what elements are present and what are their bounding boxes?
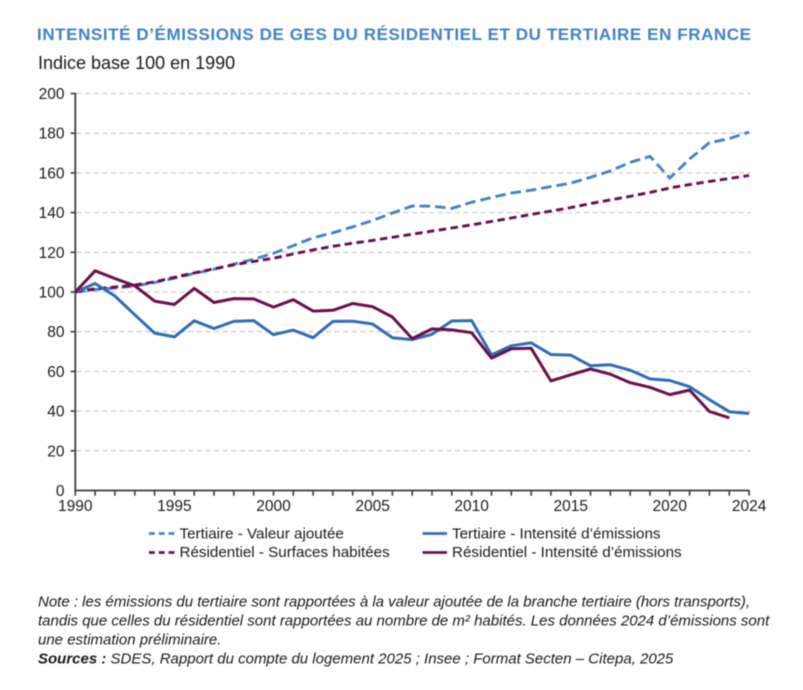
svg-text:120: 120 [39, 245, 65, 262]
svg-text:Indice base 100 en 1990: Indice base 100 en 1990 [38, 53, 235, 73]
svg-text:2000: 2000 [256, 498, 291, 515]
svg-text:INTENSITÉ D’ÉMISSIONS DE GES D: INTENSITÉ D’ÉMISSIONS DE GES DU RÉSIDENT… [37, 25, 751, 44]
svg-text:Note : les émissions du tertia: Note : les émissions du tertiaire sont r… [38, 594, 750, 611]
svg-text:80: 80 [47, 324, 65, 341]
svg-text:1990: 1990 [58, 498, 93, 515]
svg-text:Tertiaire - Intensité d’émissi: Tertiaire - Intensité d’émissions [452, 526, 661, 543]
svg-text:1995: 1995 [157, 498, 191, 515]
svg-text:40: 40 [47, 404, 65, 421]
svg-text:2005: 2005 [355, 498, 389, 515]
svg-text:tandis que celles du résidenti: tandis que celles du résidentiel sont ra… [38, 613, 770, 630]
svg-text:20: 20 [47, 443, 65, 460]
svg-text:2010: 2010 [454, 498, 489, 515]
svg-text:2024: 2024 [732, 498, 767, 515]
svg-text:Tertiaire - Valeur ajoutée: Tertiaire - Valeur ajoutée [180, 526, 344, 543]
svg-text:100: 100 [39, 285, 65, 302]
svg-text:60: 60 [47, 364, 65, 381]
svg-text:140: 140 [39, 205, 65, 222]
svg-text:160: 160 [39, 165, 65, 182]
svg-text:2015: 2015 [553, 498, 587, 515]
svg-text:une estimation préliminaire.: une estimation préliminaire. [38, 632, 221, 649]
svg-text:2020: 2020 [653, 498, 688, 515]
svg-text:Résidentiel - Intensité d’émis: Résidentiel - Intensité d’émissions [452, 544, 682, 561]
svg-text:Sources : SDES, Rapport du com: Sources : SDES, Rapport du compte du log… [38, 651, 674, 668]
svg-text:180: 180 [39, 126, 65, 143]
svg-text:200: 200 [39, 86, 65, 103]
svg-text:Résidentiel - Surfaces habitée: Résidentiel - Surfaces habitées [180, 544, 391, 561]
svg-text:0: 0 [56, 483, 65, 500]
